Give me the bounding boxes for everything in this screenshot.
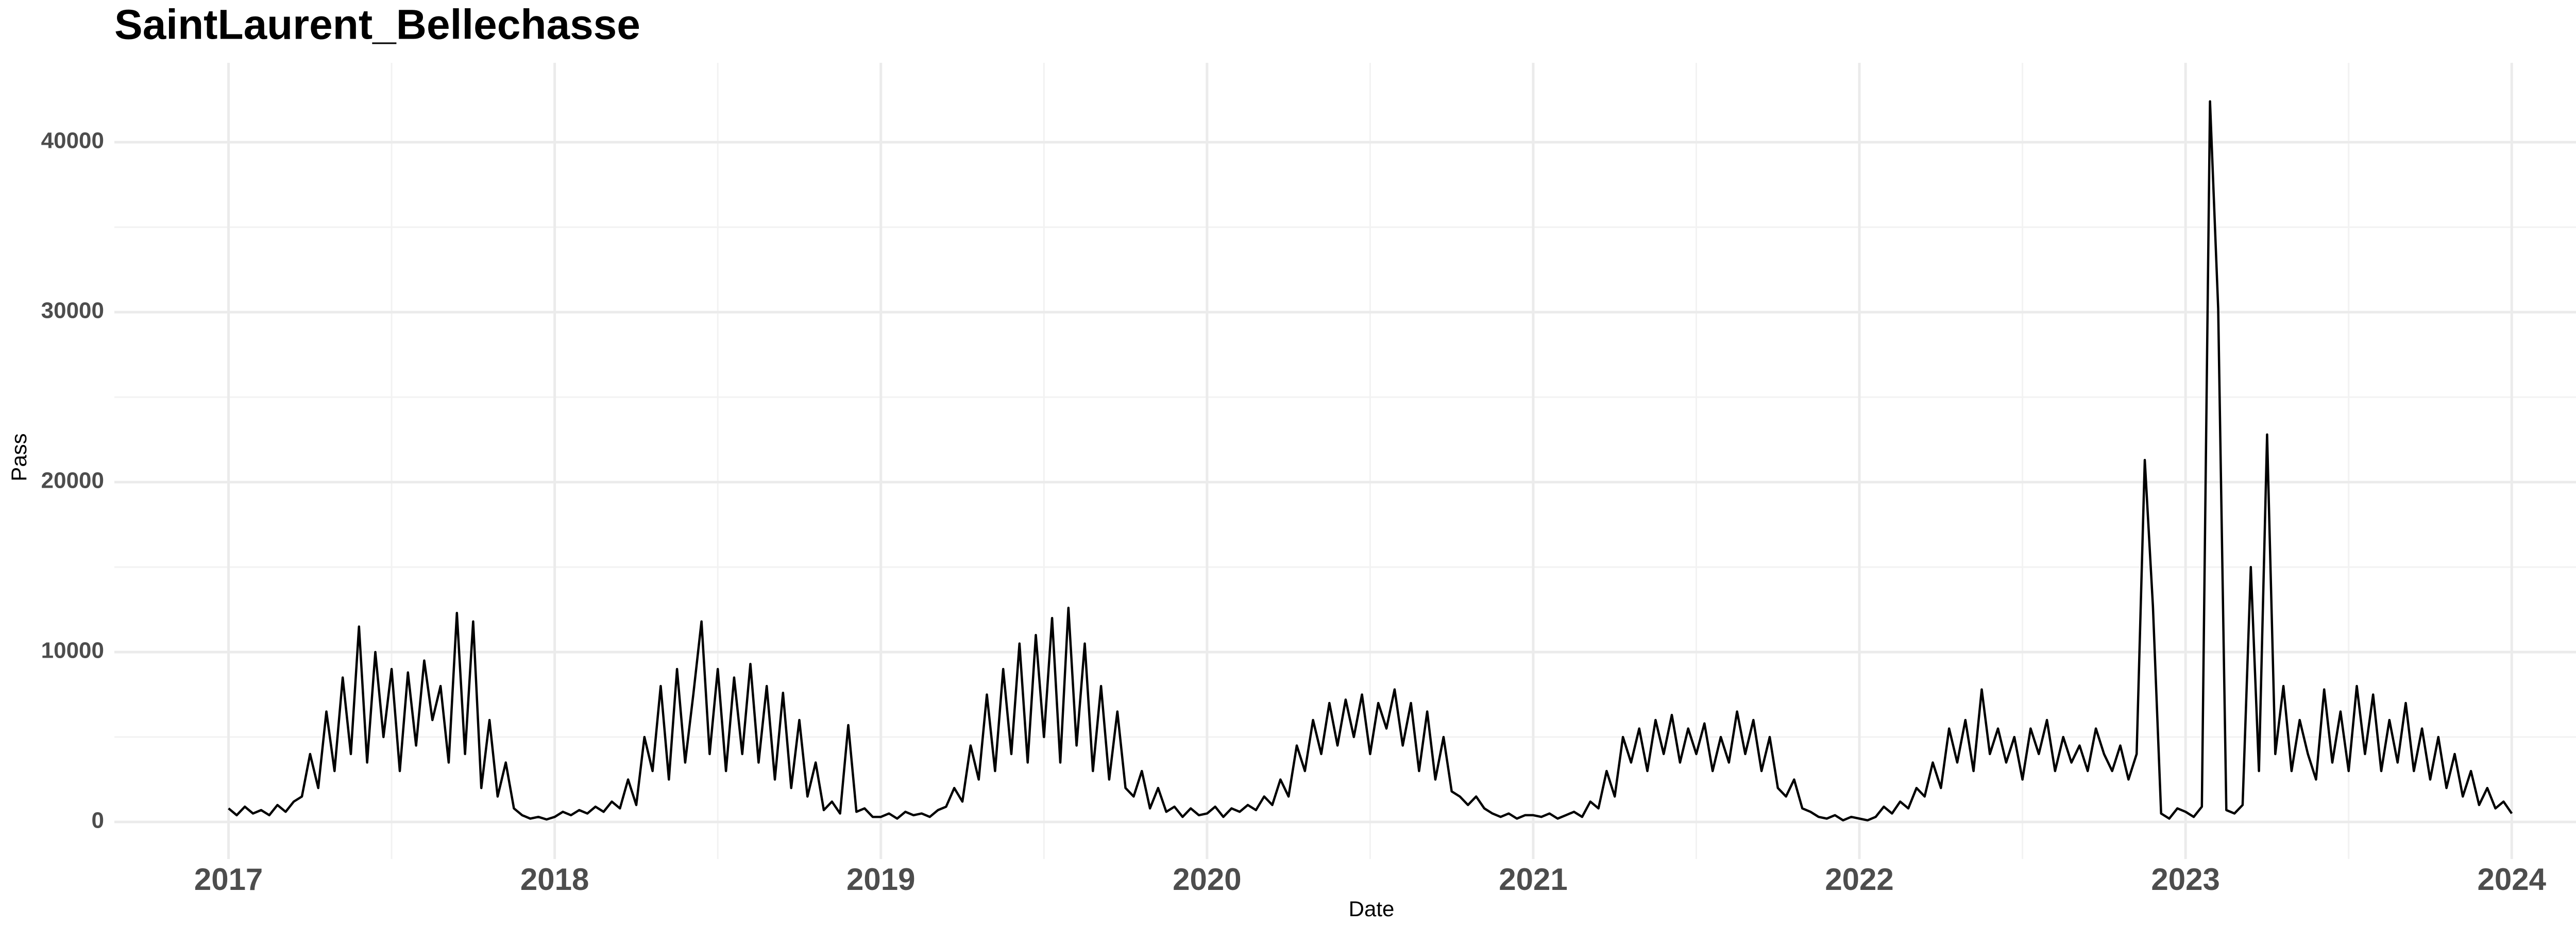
x-tick-label: 2018 bbox=[520, 862, 589, 897]
y-tick-label: 10000 bbox=[41, 638, 104, 663]
y-axis-title: Pass bbox=[7, 433, 31, 481]
x-tick-label: 2022 bbox=[1825, 862, 1893, 897]
y-tick-label: 20000 bbox=[41, 468, 104, 493]
x-tick-label: 2024 bbox=[2478, 862, 2547, 897]
x-tick-label: 2020 bbox=[1173, 862, 1241, 897]
y-tick-label: 30000 bbox=[41, 298, 104, 323]
grid bbox=[114, 63, 2576, 859]
x-tick-label: 2017 bbox=[194, 862, 263, 897]
x-tick-label: 2019 bbox=[846, 862, 915, 897]
y-tick-label: 40000 bbox=[41, 128, 104, 153]
y-tick-label: 0 bbox=[92, 808, 104, 833]
data-line bbox=[228, 100, 2513, 822]
chart-title: SaintLaurent_Bellechasse bbox=[114, 2, 640, 48]
x-tick-label: 2023 bbox=[2151, 862, 2219, 897]
x-tick-label: 2021 bbox=[1499, 862, 1567, 897]
x-axis-title: Date bbox=[1349, 897, 1395, 921]
plot bbox=[228, 100, 2513, 822]
